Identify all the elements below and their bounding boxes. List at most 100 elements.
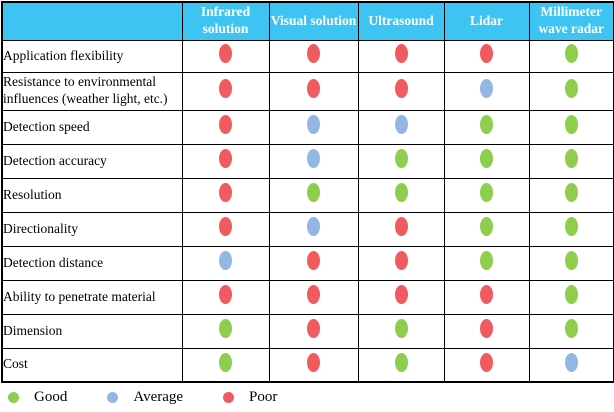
legend-item-poor: Poor — [223, 389, 277, 406]
row-label: Resolution — [1, 177, 183, 213]
rating-cell — [268, 109, 359, 145]
rating-poor-dot-icon — [394, 44, 408, 63]
rating-cell — [181, 245, 270, 281]
rating-cell — [357, 279, 445, 315]
rating-good-dot-icon — [219, 319, 232, 338]
table-row: Detection distance — [1, 245, 614, 281]
rating-cell — [528, 39, 614, 73]
rating-poor-dot-icon — [394, 79, 408, 98]
column-header-ultrasound: Ultrasound — [357, 1, 445, 41]
rating-poor-dot-icon — [307, 285, 320, 304]
rating-average-dot-icon — [307, 115, 320, 134]
legend-item-good: Good — [8, 389, 67, 406]
rating-cell — [268, 143, 359, 179]
rating-poor-dot-icon — [394, 217, 408, 236]
rating-cell — [443, 177, 530, 213]
rating-cell — [181, 211, 270, 247]
rating-cell — [357, 347, 445, 383]
rating-poor-dot-icon — [394, 251, 408, 270]
table-row: Cost — [1, 347, 614, 383]
rating-good-dot-icon — [394, 352, 408, 372]
legend-average-dot-icon — [107, 392, 119, 403]
rating-good-dot-icon — [564, 285, 578, 304]
rating-good-dot-icon — [564, 319, 578, 338]
table-row: Ability to penetrate material — [1, 279, 614, 315]
rating-cell — [181, 177, 270, 213]
legend-item-average: Average — [107, 389, 183, 406]
rating-cell — [443, 143, 530, 179]
rating-good-dot-icon — [394, 183, 408, 202]
row-label: Resistance to environmental influences (… — [1, 71, 183, 111]
table-row: Detection accuracy — [1, 143, 614, 179]
rating-cell — [528, 279, 614, 315]
table-row: Resistance to environmental influences (… — [1, 71, 614, 111]
rating-average-dot-icon — [564, 352, 578, 372]
rating-cell — [443, 313, 530, 349]
rating-good-dot-icon — [394, 149, 408, 168]
rating-good-dot-icon — [564, 115, 578, 134]
rating-cell — [268, 211, 359, 247]
rating-cell — [528, 109, 614, 145]
rating-good-dot-icon — [564, 44, 578, 63]
rating-poor-dot-icon — [307, 352, 320, 372]
rating-poor-dot-icon — [480, 44, 493, 63]
rating-cell — [443, 347, 530, 383]
rating-cell — [357, 177, 445, 213]
comparison-table: Infrared solution Visual solution Ultrasou… — [1, 1, 614, 383]
rating-cell — [443, 279, 530, 315]
rating-cell — [443, 245, 530, 281]
rating-cell — [181, 39, 270, 73]
rating-cell — [357, 313, 445, 349]
rating-cell — [443, 39, 530, 73]
legend: Good Average Poor — [8, 389, 614, 406]
row-label: Directionality — [1, 211, 183, 247]
rating-good-dot-icon — [219, 352, 232, 372]
rating-cell — [181, 143, 270, 179]
table-row: Application flexibility — [1, 39, 614, 73]
row-label: Cost — [1, 347, 183, 383]
row-label: Dimension — [1, 313, 183, 349]
table-row: Resolution — [1, 177, 614, 213]
rating-cell — [528, 245, 614, 281]
rating-good-dot-icon — [307, 183, 320, 202]
table-row: Dimension — [1, 313, 614, 349]
rating-average-dot-icon — [307, 217, 320, 236]
rating-cell — [181, 279, 270, 315]
rating-poor-dot-icon — [219, 183, 232, 202]
row-label: Ability to penetrate material — [1, 279, 183, 315]
rating-cell — [268, 245, 359, 281]
rating-cell — [528, 177, 614, 213]
rating-cell — [357, 211, 445, 247]
rating-average-dot-icon — [307, 149, 320, 168]
rating-cell — [181, 347, 270, 383]
rating-poor-dot-icon — [307, 251, 320, 270]
header-row: Infrared solution Visual solution Ultrasou… — [1, 1, 614, 41]
rating-cell — [528, 211, 614, 247]
rating-cell — [268, 39, 359, 73]
rating-good-dot-icon — [564, 251, 578, 270]
rating-good-dot-icon — [564, 183, 578, 202]
corner-cell — [1, 1, 183, 41]
rating-cell — [443, 211, 530, 247]
rating-cell — [181, 71, 270, 111]
rating-good-dot-icon — [564, 79, 578, 98]
rating-average-dot-icon — [394, 115, 408, 134]
table-row: Directionality — [1, 211, 614, 247]
rating-poor-dot-icon — [480, 319, 493, 338]
rating-good-dot-icon — [394, 319, 408, 338]
rating-poor-dot-icon — [219, 285, 232, 304]
rating-poor-dot-icon — [307, 319, 320, 338]
rating-cell — [268, 313, 359, 349]
rating-good-dot-icon — [480, 183, 493, 202]
rating-poor-dot-icon — [480, 285, 493, 304]
rating-poor-dot-icon — [307, 79, 320, 98]
rating-cell — [357, 71, 445, 111]
legend-poor-dot-icon — [223, 392, 235, 403]
table-row: Detection speed — [1, 109, 614, 145]
rating-cell — [443, 71, 530, 111]
rating-poor-dot-icon — [480, 352, 493, 372]
column-header-infrared-solution: Infrared solution — [181, 1, 270, 41]
rating-average-dot-icon — [480, 79, 493, 98]
rating-cell — [268, 177, 359, 213]
